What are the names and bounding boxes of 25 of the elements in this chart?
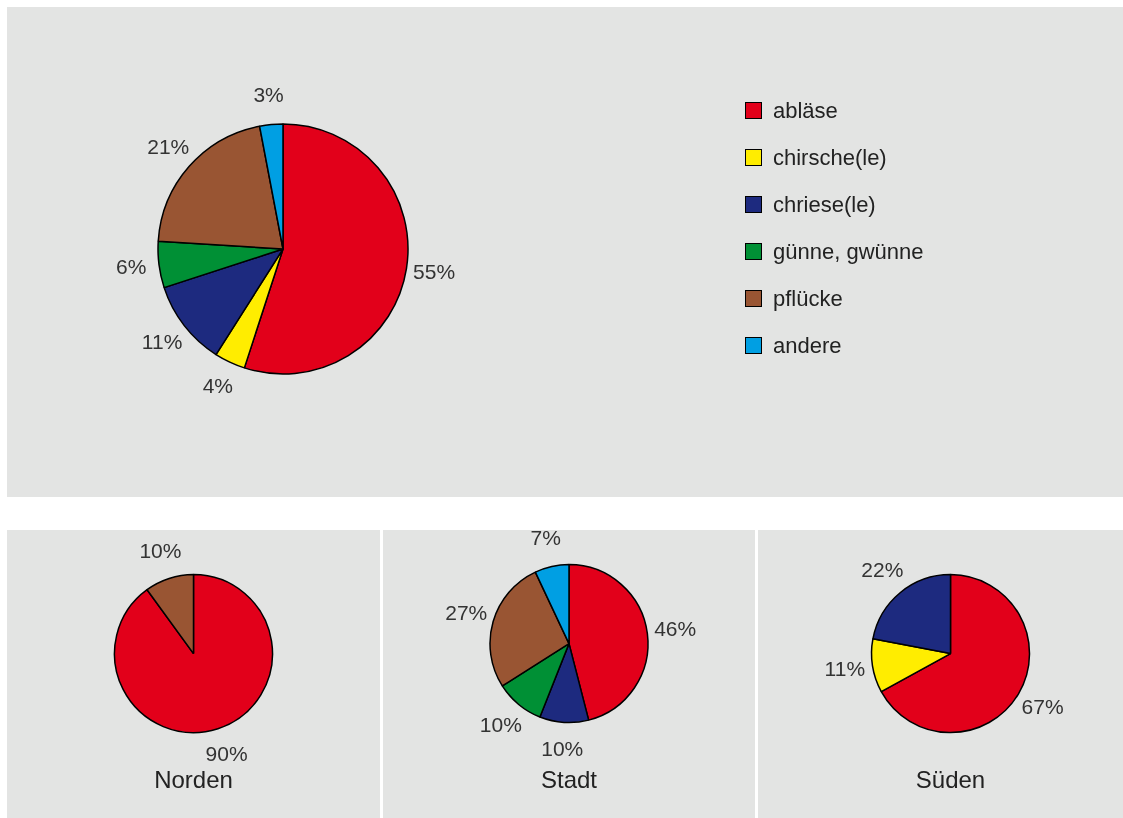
data-label: 55% xyxy=(413,259,456,283)
data-label: 27% xyxy=(445,600,488,624)
legend-label: pflücke xyxy=(773,285,843,312)
data-label: 11% xyxy=(824,657,866,681)
data-label: 3% xyxy=(253,83,284,107)
legend-label: chirsche(le) xyxy=(773,144,887,171)
data-label: 7% xyxy=(530,525,561,549)
legend-label: andere xyxy=(773,332,842,359)
data-label: 67% xyxy=(1021,694,1064,718)
data-label: 46% xyxy=(654,616,697,640)
data-label: 6% xyxy=(116,254,147,278)
data-label: 4% xyxy=(202,374,234,398)
data-label: 22% xyxy=(861,557,904,581)
legend-label: günne, gwünne xyxy=(773,238,924,265)
legend-label: chriese(le) xyxy=(773,191,876,218)
text: Norden xyxy=(154,766,233,794)
text: Stadt xyxy=(540,766,598,794)
data-label: 10% xyxy=(479,712,522,736)
legend-label: abläse xyxy=(773,97,838,124)
text: Süden xyxy=(915,766,986,794)
data-label: 10% xyxy=(541,737,584,761)
data-label: 90% xyxy=(205,742,248,766)
data-label: 10% xyxy=(139,538,182,562)
data-label: 11% xyxy=(141,329,183,353)
data-label: 21% xyxy=(147,134,190,158)
